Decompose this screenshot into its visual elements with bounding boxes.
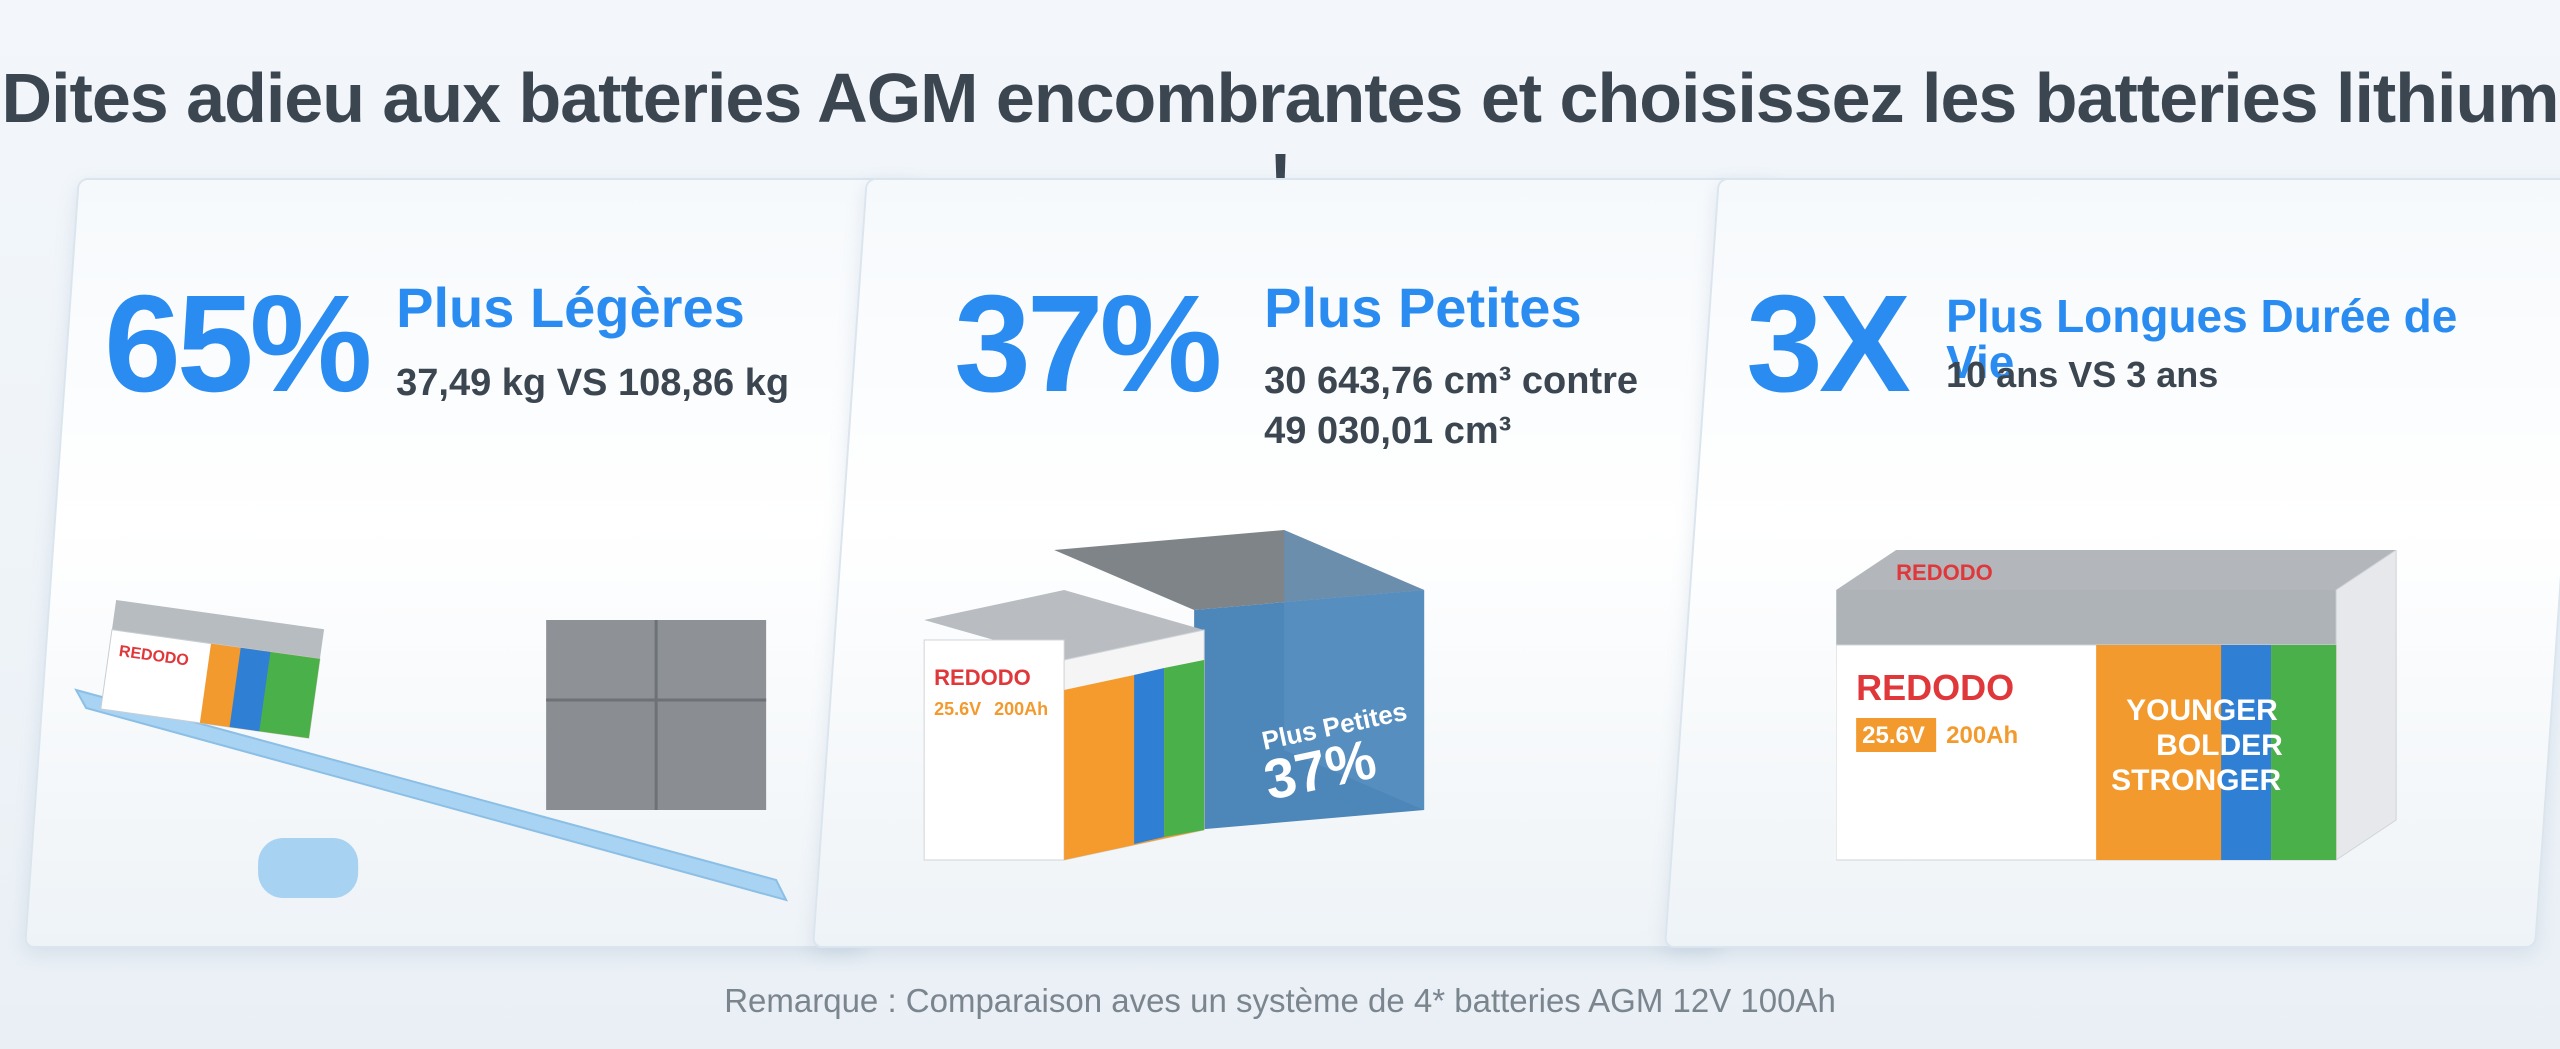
smaller-title: Plus Petites bbox=[1264, 276, 1582, 339]
lighter-percent: 65% bbox=[104, 267, 369, 421]
slogan-1: YOUNGER bbox=[2126, 694, 2278, 727]
size-comparison-illustration: Plus Petites 37% REDODO 25.6V 200Ah bbox=[923, 530, 1425, 861]
page-headline: Dites adieu aux batteries AGM encombrant… bbox=[1, 59, 2560, 217]
slogan-3: STRONGER bbox=[2111, 764, 2281, 797]
card-smaller: 37% Plus Petites 30 643,76 cm³ contre 49… bbox=[812, 178, 1774, 948]
lighter-text: 37,49 kg VS 108,86 kg bbox=[396, 362, 790, 404]
mid-battery-capacity: 200Ah bbox=[994, 699, 1048, 719]
seesaw-illustration: REDODO bbox=[74, 600, 789, 902]
large-battery-brand: REDODO bbox=[1856, 667, 2014, 708]
lighter-title: Plus Légères bbox=[396, 276, 745, 339]
card-longer-life: 3X Plus Longues Durée de Vie 10 ans VS 3… bbox=[1664, 178, 2560, 948]
smaller-text-line1: 30 643,76 cm³ contre bbox=[1264, 360, 1639, 402]
footnote: Remarque : Comparaison aves un système d… bbox=[724, 982, 1836, 1019]
large-battery-capacity: 200Ah bbox=[1946, 722, 2018, 749]
large-battery-voltage: 25.6V bbox=[1862, 722, 1925, 749]
smaller-text-line2: 49 030,01 cm³ bbox=[1264, 410, 1512, 452]
life-multiplier: 3X bbox=[1746, 267, 1907, 421]
large-battery-top-brand: REDODO bbox=[1896, 560, 1993, 585]
life-text: 10 ans VS 3 ans bbox=[1946, 354, 2219, 395]
card-lighter: 65% Plus Légères 37,49 kg VS 108,86 kg R… bbox=[24, 178, 918, 948]
slogan-2: BOLDER bbox=[2156, 729, 2283, 762]
mid-battery-voltage: 25.6V bbox=[934, 699, 981, 719]
smaller-percent: 37% bbox=[954, 267, 1219, 421]
mid-battery-brand: REDODO bbox=[934, 665, 1031, 690]
lithium-battery-illustration: REDODO REDODO 25.6V 200Ah YOUNGER BOLDER… bbox=[1836, 550, 2397, 861]
